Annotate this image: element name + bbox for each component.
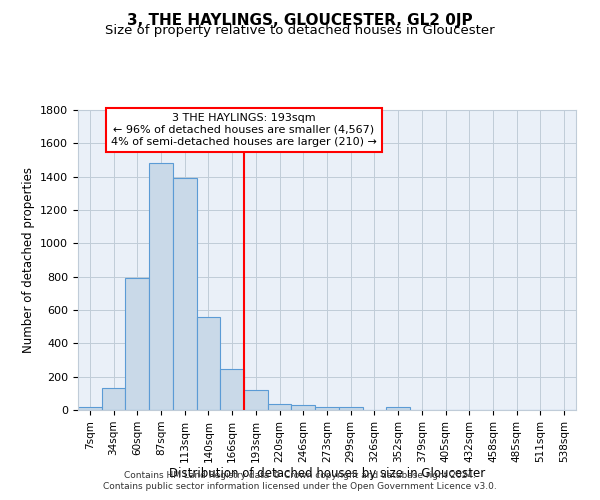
Bar bbox=[78, 406, 102, 410]
Bar bbox=[315, 406, 339, 410]
Text: Size of property relative to detached houses in Gloucester: Size of property relative to detached ho… bbox=[105, 24, 495, 37]
Text: Contains HM Land Registry data © Crown copyright and database right 2024.: Contains HM Land Registry data © Crown c… bbox=[124, 471, 476, 480]
Y-axis label: Number of detached properties: Number of detached properties bbox=[22, 167, 35, 353]
Bar bbox=[197, 316, 220, 410]
Bar bbox=[173, 178, 197, 410]
X-axis label: Distribution of detached houses by size in Gloucester: Distribution of detached houses by size … bbox=[169, 468, 485, 480]
Bar bbox=[102, 388, 125, 410]
Bar bbox=[125, 278, 149, 410]
Bar bbox=[292, 405, 315, 410]
Text: 3, THE HAYLINGS, GLOUCESTER, GL2 0JP: 3, THE HAYLINGS, GLOUCESTER, GL2 0JP bbox=[127, 12, 473, 28]
Bar bbox=[244, 390, 268, 410]
Text: Contains public sector information licensed under the Open Government Licence v3: Contains public sector information licen… bbox=[103, 482, 497, 491]
Bar bbox=[220, 369, 244, 410]
Bar bbox=[339, 406, 362, 410]
Bar bbox=[149, 164, 173, 410]
Text: 3 THE HAYLINGS: 193sqm
← 96% of detached houses are smaller (4,567)
4% of semi-d: 3 THE HAYLINGS: 193sqm ← 96% of detached… bbox=[111, 114, 377, 146]
Bar bbox=[386, 406, 410, 410]
Bar bbox=[268, 404, 292, 410]
